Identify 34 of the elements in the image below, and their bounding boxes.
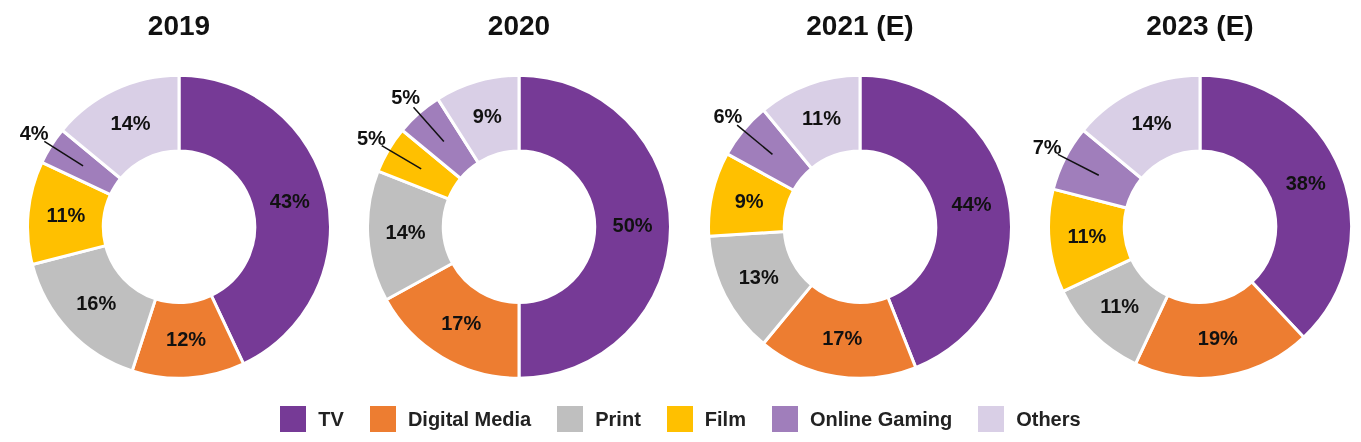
data-label: 11%: [1100, 294, 1140, 317]
data-label: 6%: [713, 105, 743, 127]
legend-label: Online Gaming: [809, 407, 953, 431]
legend-label: TV: [318, 407, 344, 431]
data-label: 50%: [612, 214, 654, 237]
chart-title: 2023 (E): [1146, 9, 1254, 41]
legend-label: Others: [1016, 407, 1081, 431]
data-label: 9%: [734, 189, 764, 212]
data-label: 11%: [46, 203, 86, 226]
data-label: 11%: [1067, 225, 1107, 248]
legend-label: Film: [704, 407, 746, 431]
data-label: 38%: [1285, 172, 1326, 195]
data-label: 7%: [1032, 136, 1062, 159]
data-label: 5%: [391, 85, 421, 108]
data-label: 17%: [441, 312, 482, 335]
data-label: 44%: [951, 193, 992, 216]
data-label: 4%: [19, 122, 49, 145]
chart-title: 2019: [147, 9, 211, 41]
data-label: 9%: [473, 105, 503, 128]
data-label: 12%: [166, 327, 207, 350]
data-label: 14%: [1131, 111, 1172, 134]
data-label: 43%: [269, 189, 311, 212]
data-label: 11%: [801, 107, 841, 130]
data-label: 14%: [110, 111, 151, 134]
data-label: 16%: [76, 292, 117, 315]
chart-title: 2021 (E): [805, 9, 914, 41]
data-label: 19%: [1197, 326, 1238, 349]
legend-label: Digital Media: [407, 407, 532, 431]
data-label: 14%: [385, 221, 427, 244]
data-label: 17%: [821, 326, 863, 349]
data-label: 13%: [738, 265, 779, 288]
data-label: 5%: [357, 127, 387, 150]
chart-title: 2020: [488, 9, 551, 41]
legend-label: Print: [595, 407, 641, 431]
